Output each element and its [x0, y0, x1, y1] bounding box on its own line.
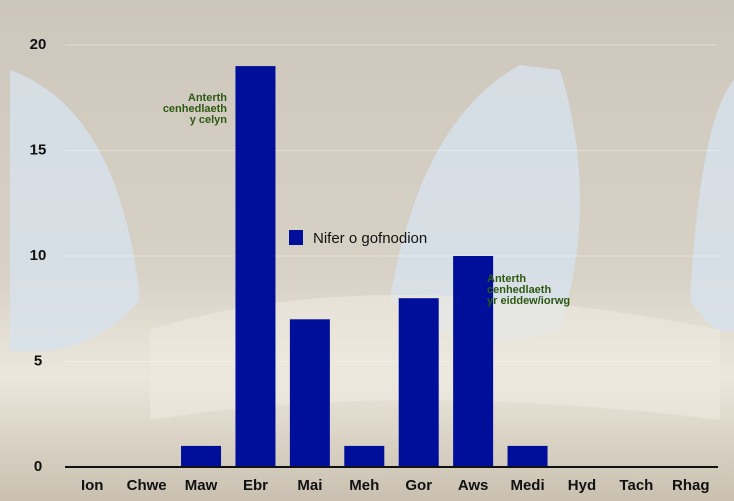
x-tick-label: Ion	[81, 477, 104, 494]
bar	[399, 298, 439, 467]
bar	[290, 319, 330, 467]
annotation: yr eiddew/iorwg	[487, 295, 570, 307]
y-tick-label: 15	[30, 141, 47, 158]
y-tick-label: 10	[30, 247, 47, 264]
y-tick-label: 0	[34, 458, 42, 475]
annotation: y celyn	[190, 114, 228, 126]
x-tick-label: Gor	[405, 477, 432, 494]
y-tick-label: 5	[34, 352, 42, 369]
x-tick-label: Medi	[510, 477, 544, 494]
x-tick-label: Tach	[619, 477, 653, 494]
x-tick-label: Meh	[349, 477, 379, 494]
x-tick-label: Chwe	[127, 477, 167, 494]
x-tick-label: Aws	[458, 477, 489, 494]
x-tick-label: Mai	[297, 477, 322, 494]
bar	[508, 446, 548, 467]
x-tick-label: Hyd	[568, 477, 596, 494]
bar	[344, 446, 384, 467]
chart: 0 5 10 15 20 Ion Chwe Maw Ebr Mai Meh Gor Aws Medi Hyd…	[0, 0, 734, 501]
y-tick-label: 20	[30, 36, 47, 53]
legend-swatch	[289, 230, 303, 245]
bar	[235, 66, 275, 467]
legend-label: Nifer o gofnodion	[313, 230, 427, 247]
bar	[181, 446, 221, 467]
x-tick-label: Ebr	[243, 477, 268, 494]
x-tick-label: Rhag	[672, 477, 710, 494]
x-tick-label: Maw	[185, 477, 218, 494]
